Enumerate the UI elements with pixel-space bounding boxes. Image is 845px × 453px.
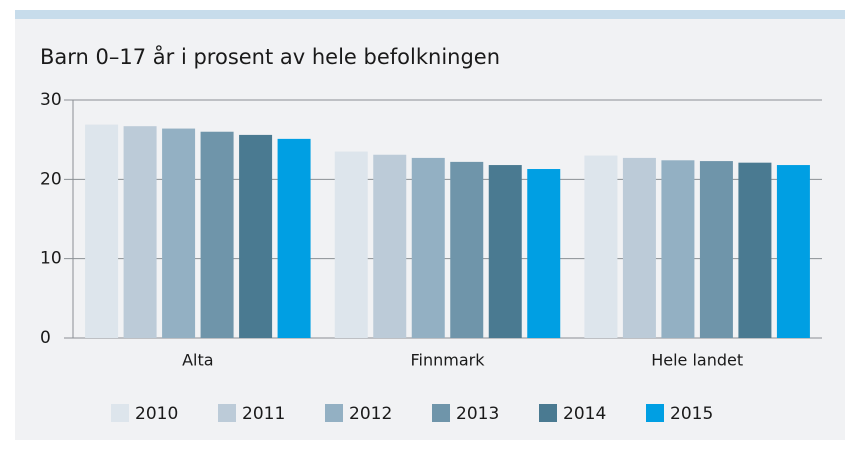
y-tick-label: 0: [40, 328, 51, 348]
bar: [334, 151, 368, 338]
top-band: [15, 10, 845, 19]
bar: [661, 160, 695, 338]
y-tick-label: 30: [40, 90, 62, 110]
legend-swatch: [111, 404, 129, 422]
legend-swatch: [218, 404, 236, 422]
bar: [450, 161, 484, 338]
bar: [411, 157, 445, 338]
bar: [699, 161, 733, 338]
chart-title: Barn 0–17 år i prosent av hele befolknin…: [40, 44, 500, 69]
x-tick-label: Alta: [182, 351, 213, 370]
bar: [123, 126, 157, 339]
bar: [239, 134, 273, 338]
bar: [162, 128, 196, 338]
bar: [373, 154, 407, 338]
bar: [200, 131, 234, 338]
legend-label: 2010: [135, 404, 178, 424]
bar: [776, 165, 810, 338]
legend-label: 2013: [456, 404, 499, 424]
legend-label: 2011: [242, 404, 285, 424]
legend-label: 2012: [349, 404, 392, 424]
bar: [488, 165, 522, 338]
y-tick-label: 10: [40, 249, 62, 269]
legend-swatch: [646, 404, 664, 422]
legend-label: 2014: [563, 404, 606, 424]
bar: [85, 124, 119, 339]
x-tick-label: Hele landet: [651, 351, 743, 370]
legend-swatch: [432, 404, 450, 422]
bar: [622, 157, 656, 338]
legend-label: 2015: [670, 404, 713, 424]
bar: [277, 138, 311, 338]
bar: [584, 155, 618, 338]
bar: [527, 169, 561, 338]
y-tick-label: 20: [40, 169, 62, 189]
bar: [738, 162, 772, 338]
legend-swatch: [539, 404, 557, 422]
legend-swatch: [325, 404, 343, 422]
x-tick-label: Finnmark: [411, 351, 486, 370]
